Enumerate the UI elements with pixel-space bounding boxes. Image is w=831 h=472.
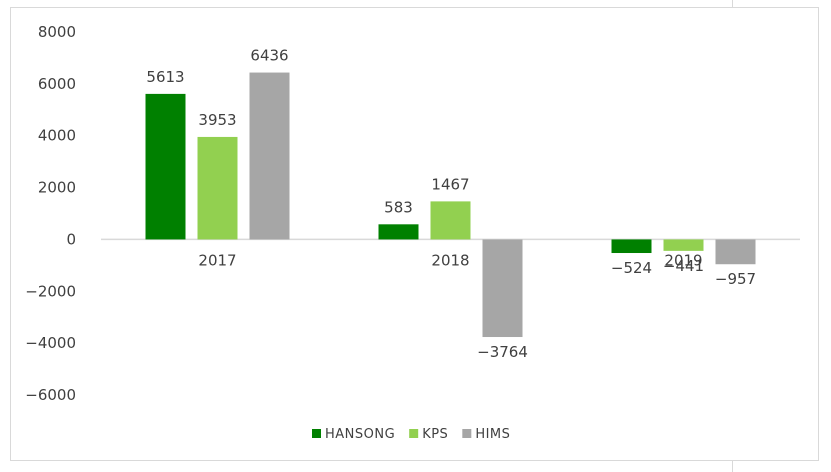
bar-hims-2019 <box>715 239 756 265</box>
data-label: 583 <box>384 198 413 216</box>
data-label: −957 <box>715 270 756 288</box>
x-tick-label: 2019 <box>664 251 702 269</box>
legend-label-hims: HIMS <box>475 427 510 442</box>
data-label: 6436 <box>250 47 288 65</box>
y-tick-label: −4000 <box>25 334 76 352</box>
data-label: −3764 <box>477 343 528 361</box>
legend-swatch-kps <box>409 429 419 438</box>
divider <box>732 0 733 7</box>
data-label: −524 <box>611 259 652 277</box>
data-label: 1467 <box>431 175 469 193</box>
x-tick-label: 2018 <box>431 251 469 269</box>
y-tick-label: 8000 <box>38 23 76 41</box>
y-tick-label: 0 <box>66 230 76 248</box>
y-tick-label: 2000 <box>38 179 76 197</box>
y-tick-label: 4000 <box>38 127 76 145</box>
bar-hansong-2019 <box>611 239 652 254</box>
bar-kps-2018 <box>430 201 471 240</box>
divider <box>732 461 733 472</box>
bar-hims-2018 <box>482 239 523 338</box>
y-tick-label: −2000 <box>25 282 76 300</box>
data-label: 5613 <box>146 68 184 86</box>
legend-label-kps: KPS <box>422 427 448 442</box>
bar-kps-2017 <box>197 136 238 240</box>
data-label: −441 <box>663 257 704 275</box>
y-tick-label: −6000 <box>25 386 76 404</box>
legend-label-hansong: HANSONG <box>325 427 395 442</box>
legend-swatch-hims <box>462 429 472 438</box>
legend-swatch-hansong <box>312 429 321 438</box>
bar-hansong-2018 <box>378 224 419 240</box>
y-tick-label: 6000 <box>38 75 76 93</box>
x-tick-label: 2017 <box>198 251 236 269</box>
bar-kps-2019 <box>663 239 704 251</box>
bar-hims-2017 <box>249 72 290 240</box>
bar-hansong-2017 <box>145 93 186 240</box>
data-label: 3953 <box>198 111 236 129</box>
